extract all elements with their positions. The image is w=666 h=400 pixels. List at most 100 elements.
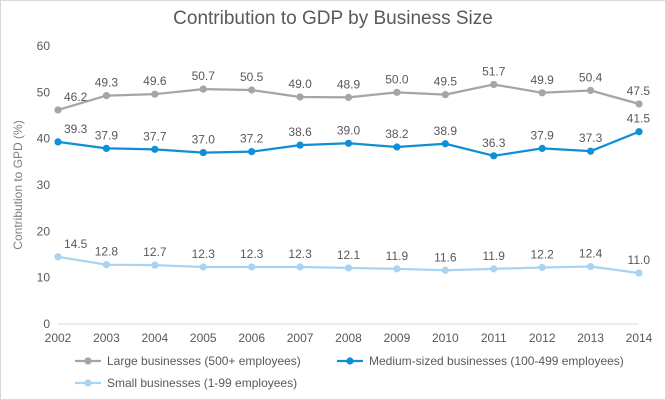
- x-tick-label: 2004: [141, 331, 168, 345]
- data-point: [248, 86, 256, 94]
- data-label: 11.9: [483, 249, 506, 263]
- data-point: [102, 91, 111, 100]
- legend-label-3: Small businesses (1-99 employees): [107, 376, 297, 390]
- data-point: [344, 264, 353, 272]
- data-label: 49.0: [288, 77, 312, 91]
- y-tick-label: 40: [37, 132, 51, 146]
- y-tick-label: 10: [37, 271, 51, 285]
- data-point: [441, 266, 449, 274]
- data-label: 12.7: [143, 245, 167, 259]
- data-point: [54, 106, 62, 114]
- data-point: [490, 152, 498, 160]
- data-point: [248, 263, 256, 271]
- data-label: 48.9: [337, 77, 361, 91]
- y-axis-title: Contribution to GPD (%): [11, 120, 25, 249]
- data-label: 11.9: [386, 249, 409, 263]
- legend-marker-1: [84, 357, 92, 365]
- data-label: 41.5: [627, 112, 651, 126]
- data-point: [54, 138, 62, 146]
- y-tick-label: 0: [43, 317, 50, 331]
- data-point: [441, 140, 449, 148]
- data-point: [393, 265, 401, 273]
- data-point: [538, 144, 546, 152]
- data-label: 50.4: [579, 70, 603, 84]
- data-point: [393, 143, 401, 151]
- data-point: [635, 100, 643, 108]
- x-tick-label: 2008: [335, 331, 362, 345]
- x-tick-label: 2005: [190, 331, 217, 345]
- data-point: [490, 80, 498, 89]
- data-label: 38.6: [288, 125, 312, 139]
- legend-label-1: Large businesses (500+ employees): [107, 354, 301, 368]
- data-label: 49.5: [434, 75, 458, 89]
- data-label: 14.5: [64, 237, 88, 251]
- data-label: 12.3: [288, 247, 312, 261]
- data-label: 37.3: [579, 131, 603, 145]
- data-point: [151, 90, 159, 98]
- chart-title: Contribution to GDP by Business Size: [173, 8, 493, 29]
- data-label: 12.4: [579, 247, 603, 261]
- data-point: [102, 261, 111, 269]
- data-point: [296, 93, 304, 101]
- x-tick-label: 2003: [93, 331, 120, 345]
- data-label: 37.9: [95, 128, 119, 142]
- x-tick-label: 2006: [238, 331, 265, 345]
- data-label: 36.3: [482, 136, 506, 150]
- data-point: [635, 269, 643, 277]
- data-label: 49.6: [143, 74, 167, 88]
- data-point: [102, 144, 111, 152]
- data-label: 12.3: [240, 247, 264, 261]
- data-point: [54, 253, 62, 261]
- data-point: [151, 145, 159, 153]
- data-label: 50.7: [192, 69, 216, 83]
- y-tick-label: 60: [37, 39, 51, 53]
- data-point: [441, 91, 449, 99]
- data-point: [538, 89, 546, 97]
- data-point: [586, 86, 595, 95]
- data-label: 51.7: [482, 64, 506, 78]
- data-label: 11.6: [434, 250, 457, 264]
- data-label: 49.3: [95, 76, 119, 90]
- data-point: [248, 148, 256, 156]
- data-label: 38.2: [385, 127, 409, 141]
- data-point: [586, 147, 595, 155]
- x-tick-label: 2012: [529, 331, 556, 345]
- data-point: [199, 85, 207, 93]
- data-point: [199, 263, 207, 271]
- data-label: 37.2: [240, 132, 264, 146]
- data-label: 37.7: [143, 129, 167, 143]
- data-point: [344, 139, 353, 147]
- x-tick-label: 2002: [45, 331, 72, 345]
- y-tick-label: 30: [37, 178, 51, 192]
- data-label: 12.2: [530, 247, 554, 261]
- data-point: [586, 262, 595, 271]
- x-tick-label: 2007: [287, 331, 314, 345]
- data-label: 12.3: [192, 247, 216, 261]
- data-label: 49.9: [530, 73, 554, 87]
- data-point: [199, 148, 207, 157]
- data-label: 39.0: [337, 123, 361, 137]
- x-tick-label: 2013: [577, 331, 604, 345]
- data-label: 11.0: [628, 253, 651, 267]
- data-label: 37.9: [530, 128, 554, 142]
- data-label: 39.3: [64, 122, 88, 136]
- data-point: [344, 93, 353, 102]
- data-label: 12.1: [337, 248, 361, 262]
- data-label: 37.0: [192, 133, 216, 147]
- x-tick-label: 2009: [384, 331, 411, 345]
- data-label: 46.2: [64, 90, 88, 104]
- legend-marker-3: [84, 379, 92, 387]
- data-label: 38.9: [434, 124, 458, 138]
- data-point: [296, 141, 304, 149]
- legend-label-2: Medium-sized businesses (100-499 employe…: [369, 354, 624, 368]
- data-point: [151, 261, 159, 269]
- x-tick-label: 2010: [432, 331, 459, 345]
- data-point: [393, 88, 401, 96]
- data-label: 12.8: [95, 245, 119, 259]
- y-tick-label: 50: [37, 85, 51, 99]
- x-tick-label: 2014: [626, 331, 653, 345]
- data-point: [296, 263, 304, 271]
- data-point: [635, 128, 643, 136]
